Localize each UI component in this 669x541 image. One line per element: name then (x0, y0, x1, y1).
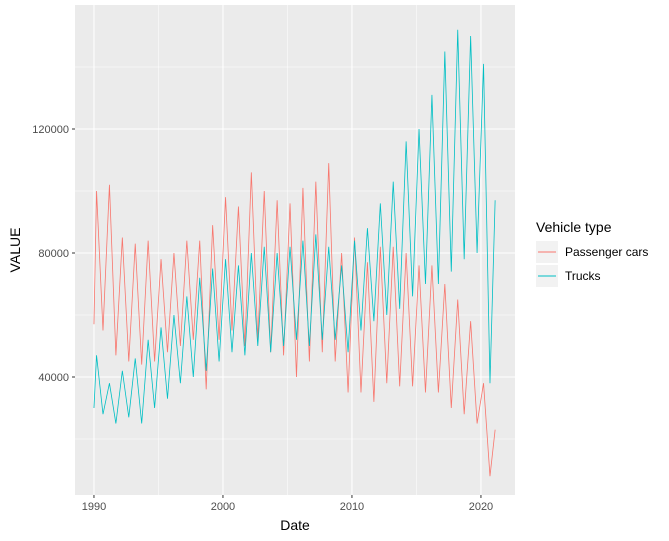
legend-label: Trucks (565, 269, 601, 283)
legend: Vehicle type Passenger cars Trucks (536, 219, 648, 287)
axes: 40000 80000 120000 1990 2000 2010 2020 (32, 124, 493, 513)
series-line (93, 29, 496, 424)
x-tick-label: 2000 (211, 501, 235, 513)
x-axis-title: Date (280, 517, 310, 533)
y-tick-label: 80000 (38, 248, 69, 260)
legend-label: Passenger cars (565, 245, 648, 259)
y-tick-label: 120000 (32, 124, 69, 136)
x-tick-label: 2010 (340, 501, 364, 513)
grid (75, 5, 515, 495)
panel (75, 5, 515, 495)
x-tick-label: 1990 (82, 501, 106, 513)
y-tick-label: 40000 (38, 372, 69, 384)
x-tick-label: 2020 (469, 501, 493, 513)
y-axis-title: VALUE (7, 228, 23, 273)
plot-lines (93, 29, 496, 477)
legend-title: Vehicle type (536, 219, 612, 235)
